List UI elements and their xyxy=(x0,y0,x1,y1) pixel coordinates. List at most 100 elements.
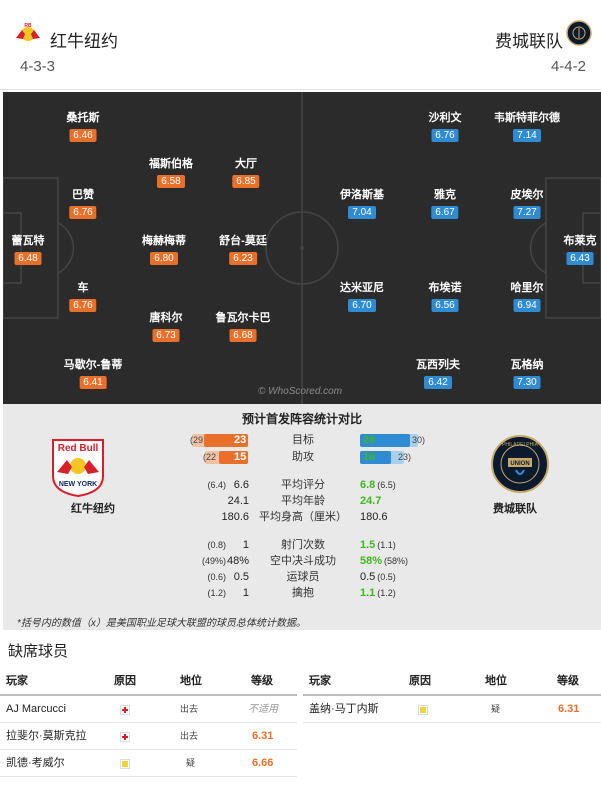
svg-text:PHILADELPHIA: PHILADELPHIA xyxy=(502,442,539,448)
svg-text:NEW YORK: NEW YORK xyxy=(59,481,97,488)
away-player[interactable]: 哈里尔 6.94 xyxy=(510,282,544,312)
bar-row: (29 23 目标 26 30) xyxy=(3,434,601,447)
player-rating: 6.85 xyxy=(232,175,260,188)
away-player[interactable]: 布莱克 6.43 xyxy=(563,235,597,265)
player-rating: 6.42 xyxy=(424,376,452,389)
table-row[interactable]: 拉斐尔·莫斯克拉 出去 6.31 xyxy=(0,723,297,750)
table-row[interactable]: 凯德·考威尔 疑 6.66 xyxy=(0,750,297,777)
away-bar-value xyxy=(360,434,410,447)
player-rating: 6.76 xyxy=(431,129,459,142)
player-rating: 6.76 xyxy=(69,206,97,219)
away-player[interactable]: 瓦西列夫 6.42 xyxy=(416,359,460,389)
redbull-logo-icon: RB xyxy=(16,23,40,41)
home-player[interactable]: 梅赫梅蒂 6.80 xyxy=(142,235,186,265)
stat-row: (0.8) 1 射门次数 1.5 (1.1) xyxy=(207,539,396,551)
player-rating: 6.43 xyxy=(566,252,594,265)
away-player[interactable]: 瓦格纳 7.30 xyxy=(510,359,544,389)
away-player[interactable]: 皮埃尔 7.27 xyxy=(510,189,544,219)
table-header: 玩家 原因 地位 等级 xyxy=(303,666,601,696)
away-bar-number: 16 xyxy=(363,451,376,463)
home-player[interactable]: 车 6.76 xyxy=(69,282,97,313)
home-bar-number: 15 xyxy=(234,451,247,463)
doubtful-icon xyxy=(120,759,130,769)
away-player[interactable]: 雅克 6.67 xyxy=(431,189,459,220)
doubtful-icon xyxy=(418,705,428,715)
home-player[interactable]: 唐科尔 6.73 xyxy=(149,312,183,342)
player-rating: 6.48 xyxy=(14,252,42,265)
player-rating: 6.46 xyxy=(69,129,97,142)
player-rating: 6.80 xyxy=(150,252,178,265)
home-player[interactable]: 福斯伯格 6.58 xyxy=(149,158,193,188)
table-header: 玩家 原因 地位 等级 xyxy=(0,666,297,696)
player-rating: 6.56 xyxy=(431,299,459,312)
away-player[interactable]: 沙利文 6.76 xyxy=(428,112,462,142)
player-rating: 6.94 xyxy=(513,299,541,312)
player-rating: 6.76 xyxy=(69,299,97,312)
player-rating: 6.67 xyxy=(431,206,459,219)
svg-text:RB: RB xyxy=(24,23,32,29)
player-rating: 6.68 xyxy=(229,329,257,342)
player-rating: 6.70 xyxy=(348,299,376,312)
home-bar-value xyxy=(219,451,248,464)
player-rating: 7.27 xyxy=(513,206,541,219)
stat-row: (6.4) 6.6 平均评分 6.8 (6.5) xyxy=(207,479,396,491)
player-rating: 6.23 xyxy=(229,252,257,265)
player-rating: 7.30 xyxy=(513,376,541,389)
away-bar-number: 26 xyxy=(363,434,376,446)
away-bar-paren: 30) xyxy=(412,435,426,445)
away-formation: 4-4-2 xyxy=(550,58,586,75)
home-team-name[interactable]: 红牛纽约 xyxy=(50,32,118,51)
bar-label: 目标 xyxy=(292,434,314,446)
player-name[interactable]: 盖纳·马丁内斯 xyxy=(309,703,379,715)
union-crest-icon: PHILADELPHIA UNION xyxy=(491,435,549,493)
player-name[interactable]: 凯德·考威尔 xyxy=(6,757,65,769)
home-player[interactable]: 蕾瓦特 6.48 xyxy=(11,235,45,265)
away-team-name[interactable]: 费城联队 xyxy=(495,32,563,51)
home-player[interactable]: 鲁瓦尔卡巴 6.68 xyxy=(215,312,271,342)
table-row[interactable]: 盖纳·马丁内斯 疑 6.31 xyxy=(303,696,601,723)
player-name[interactable]: AJ Marcucci xyxy=(6,703,66,715)
home-bar-paren: (29 xyxy=(190,435,204,445)
home-formation: 4-3-3 xyxy=(20,58,56,75)
home-player[interactable]: 桑托斯 6.46 xyxy=(66,112,100,142)
away-player[interactable]: 韦斯特菲尔德 7.14 xyxy=(494,112,560,142)
home-bar-paren: (22 xyxy=(203,452,217,462)
away-player[interactable]: 达米亚尼 6.70 xyxy=(340,282,384,312)
union-logo-icon xyxy=(566,20,592,46)
away-bar-paren: 23) xyxy=(398,452,412,462)
player-rating: 7.14 xyxy=(513,129,541,142)
player-rating: 6.41 xyxy=(79,376,107,389)
stat-row: (0.6) 0.5 运球员 0.5 (0.5) xyxy=(207,571,396,583)
match-header: RB 红牛纽约 4-3-3 费城联队 4-4-2 xyxy=(0,0,601,90)
watermark: © WhoScored.com xyxy=(258,386,343,397)
player-rating: 6.73 xyxy=(152,329,180,342)
injury-cross-icon xyxy=(120,705,130,715)
away-bar-value xyxy=(360,451,391,464)
bar-label: 助攻 xyxy=(292,451,314,463)
footnote: *括号内的数值（x）是美国职业足球大联盟的球员总体统计数据。 xyxy=(17,618,306,629)
bar-row: (22 15 助攻 16 23) xyxy=(3,451,601,464)
away-player[interactable]: 伊洛斯基 7.04 xyxy=(340,189,384,219)
home-bar-value xyxy=(204,434,248,447)
home-player[interactable]: 马歇尔-鲁蒂 6.41 xyxy=(63,359,123,389)
player-rating: 6.58 xyxy=(157,175,185,188)
player-name[interactable]: 拉斐尔·莫斯克拉 xyxy=(6,730,87,742)
away-player[interactable]: 布埃诺 6.56 xyxy=(428,282,462,312)
comparison-title: 预计首发阵容统计对比 xyxy=(241,412,362,426)
svg-text:UNION: UNION xyxy=(510,461,529,467)
table-row[interactable]: AJ Marcucci 出去 不适用 xyxy=(0,696,297,723)
home-player[interactable]: 巴赞 6.76 xyxy=(69,189,97,220)
pitch: 桑托斯 6.46 福斯伯格 6.58 大厅 6.85 巴赞 6.76 蕾瓦特 6.48 梅… xyxy=(3,92,601,404)
lineup-comparison: 预计首发阵容统计对比 Red Bull NEW YORK 红牛纽约 PHILAD… xyxy=(3,404,601,630)
home-bar-number: 23 xyxy=(234,434,247,446)
home-team-label: 红牛纽约 xyxy=(71,503,115,515)
home-player[interactable]: 大厅 6.85 xyxy=(232,158,260,189)
svg-text:Red Bull: Red Bull xyxy=(58,443,99,454)
stat-row: 24.1 平均年龄 24.7 xyxy=(227,495,382,507)
stat-row: (49%) 48% 空中决斗成功 58% (58%) xyxy=(201,555,409,567)
home-player[interactable]: 舒台-莫廷 6.23 xyxy=(219,235,267,265)
player-rating: 7.04 xyxy=(348,206,376,219)
pitch-lines xyxy=(3,92,601,404)
redbull-crest-icon: Red Bull NEW YORK xyxy=(52,439,104,498)
away-team-label: 费城联队 xyxy=(493,503,537,515)
